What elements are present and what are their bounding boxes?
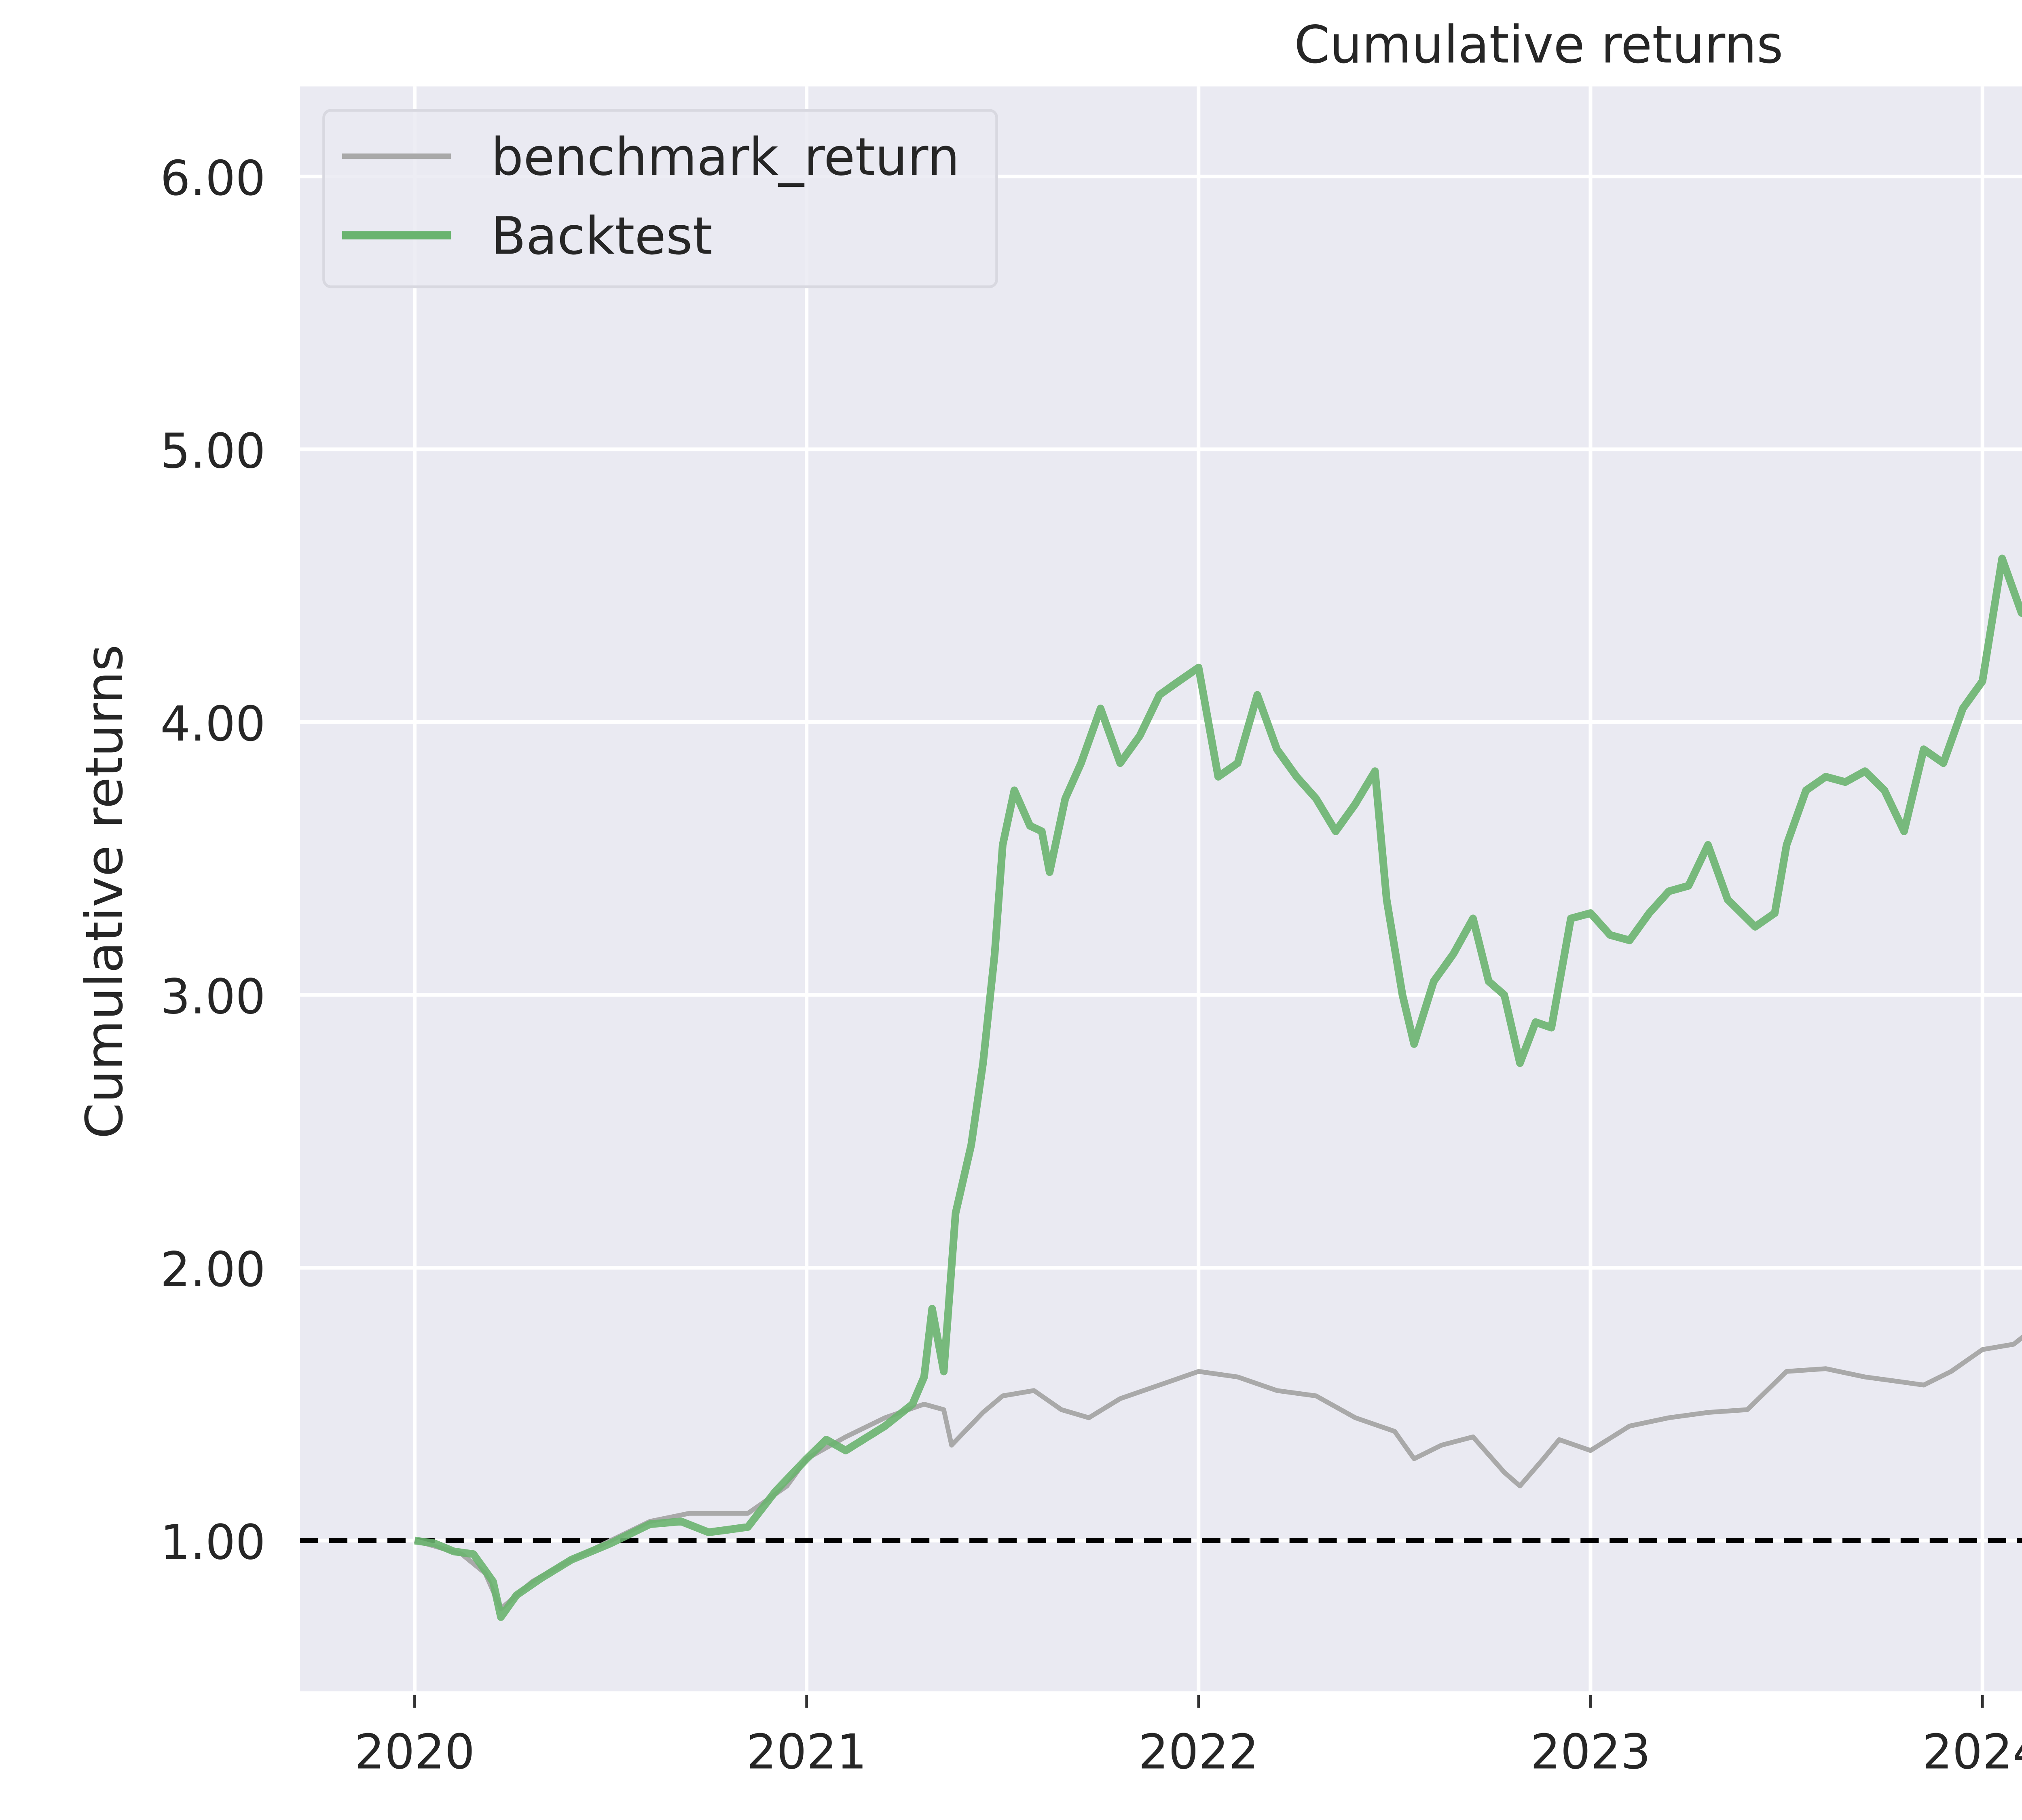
legend: benchmark_return Backtest: [322, 109, 998, 288]
x-tick-label: 2021: [747, 1724, 867, 1780]
y-tick-label: 5.00: [160, 423, 265, 479]
y-axis: 1.00 2.00 3.00 4.00 5.00 6.00: [160, 150, 265, 1570]
y-tick-label: 1.00: [160, 1515, 265, 1570]
y-axis-label: Cumulative returns: [74, 644, 134, 1139]
x-tick-label: 2020: [355, 1724, 475, 1780]
benchmark-return-line: [414, 1334, 2022, 1611]
x-tick-label: 2022: [1138, 1724, 1259, 1780]
chart-title: Cumulative returns: [1294, 15, 1783, 75]
plot-area: [300, 86, 2022, 1691]
x-axis: 2020202120222023202420252026: [355, 1695, 2022, 1780]
x-tick-label: 2023: [1530, 1724, 1651, 1780]
y-tick-label: 4.00: [160, 696, 265, 752]
x-tick-label: 2024: [1922, 1724, 2022, 1780]
grid-lines: [300, 86, 2022, 1691]
legend-box: [322, 109, 998, 288]
y-tick-label: 2.00: [160, 1242, 265, 1297]
y-tick-label: 6.00: [160, 150, 265, 206]
y-tick-label: 3.00: [160, 969, 265, 1025]
backtest-line: [414, 554, 2022, 1621]
legend-label-benchmark: benchmark_return: [491, 127, 960, 187]
legend-label-backtest: Backtest: [491, 206, 713, 266]
